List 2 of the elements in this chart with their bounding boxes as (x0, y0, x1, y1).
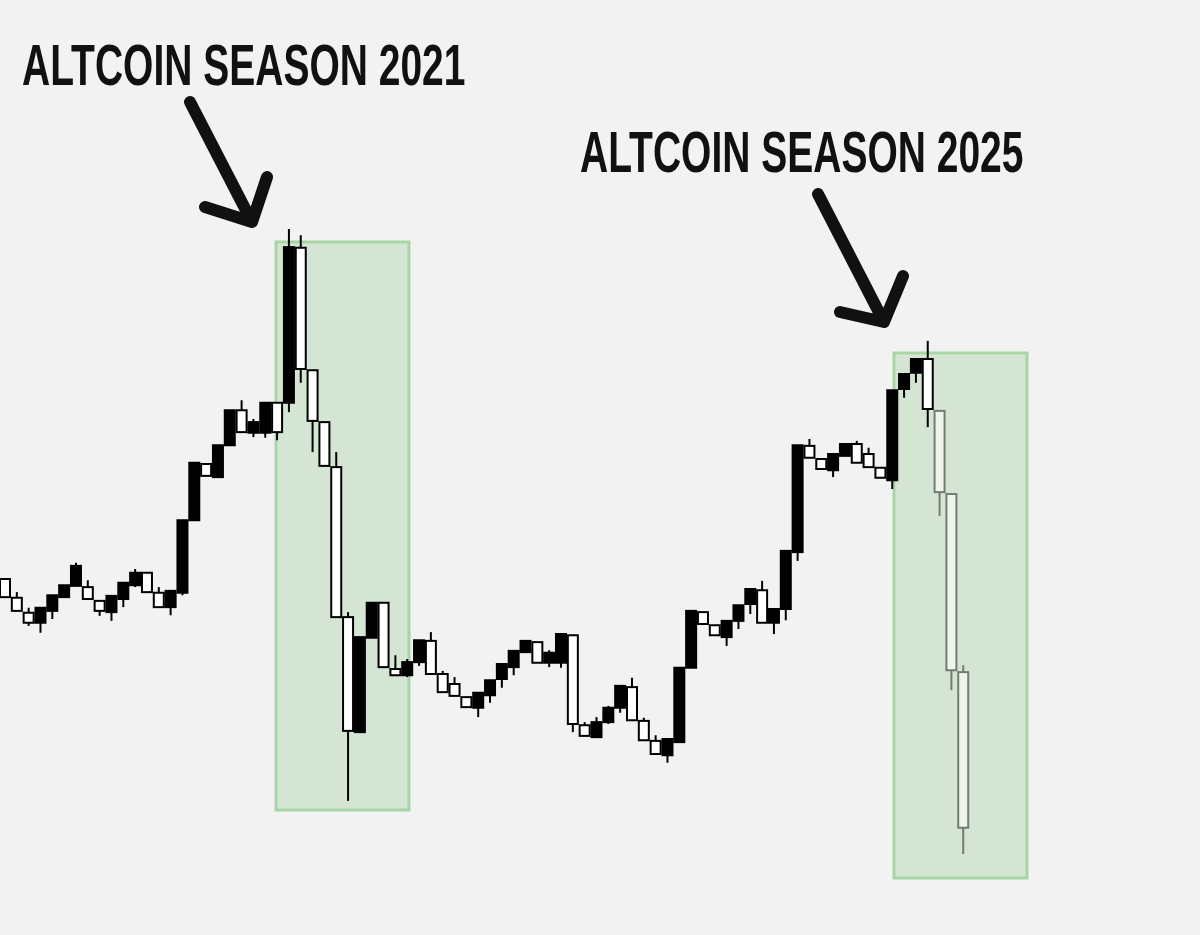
text: ALTCOIN SEASON 2021 (22, 33, 466, 97)
text: ALTCOIN SEASON 2025 (580, 120, 1024, 184)
